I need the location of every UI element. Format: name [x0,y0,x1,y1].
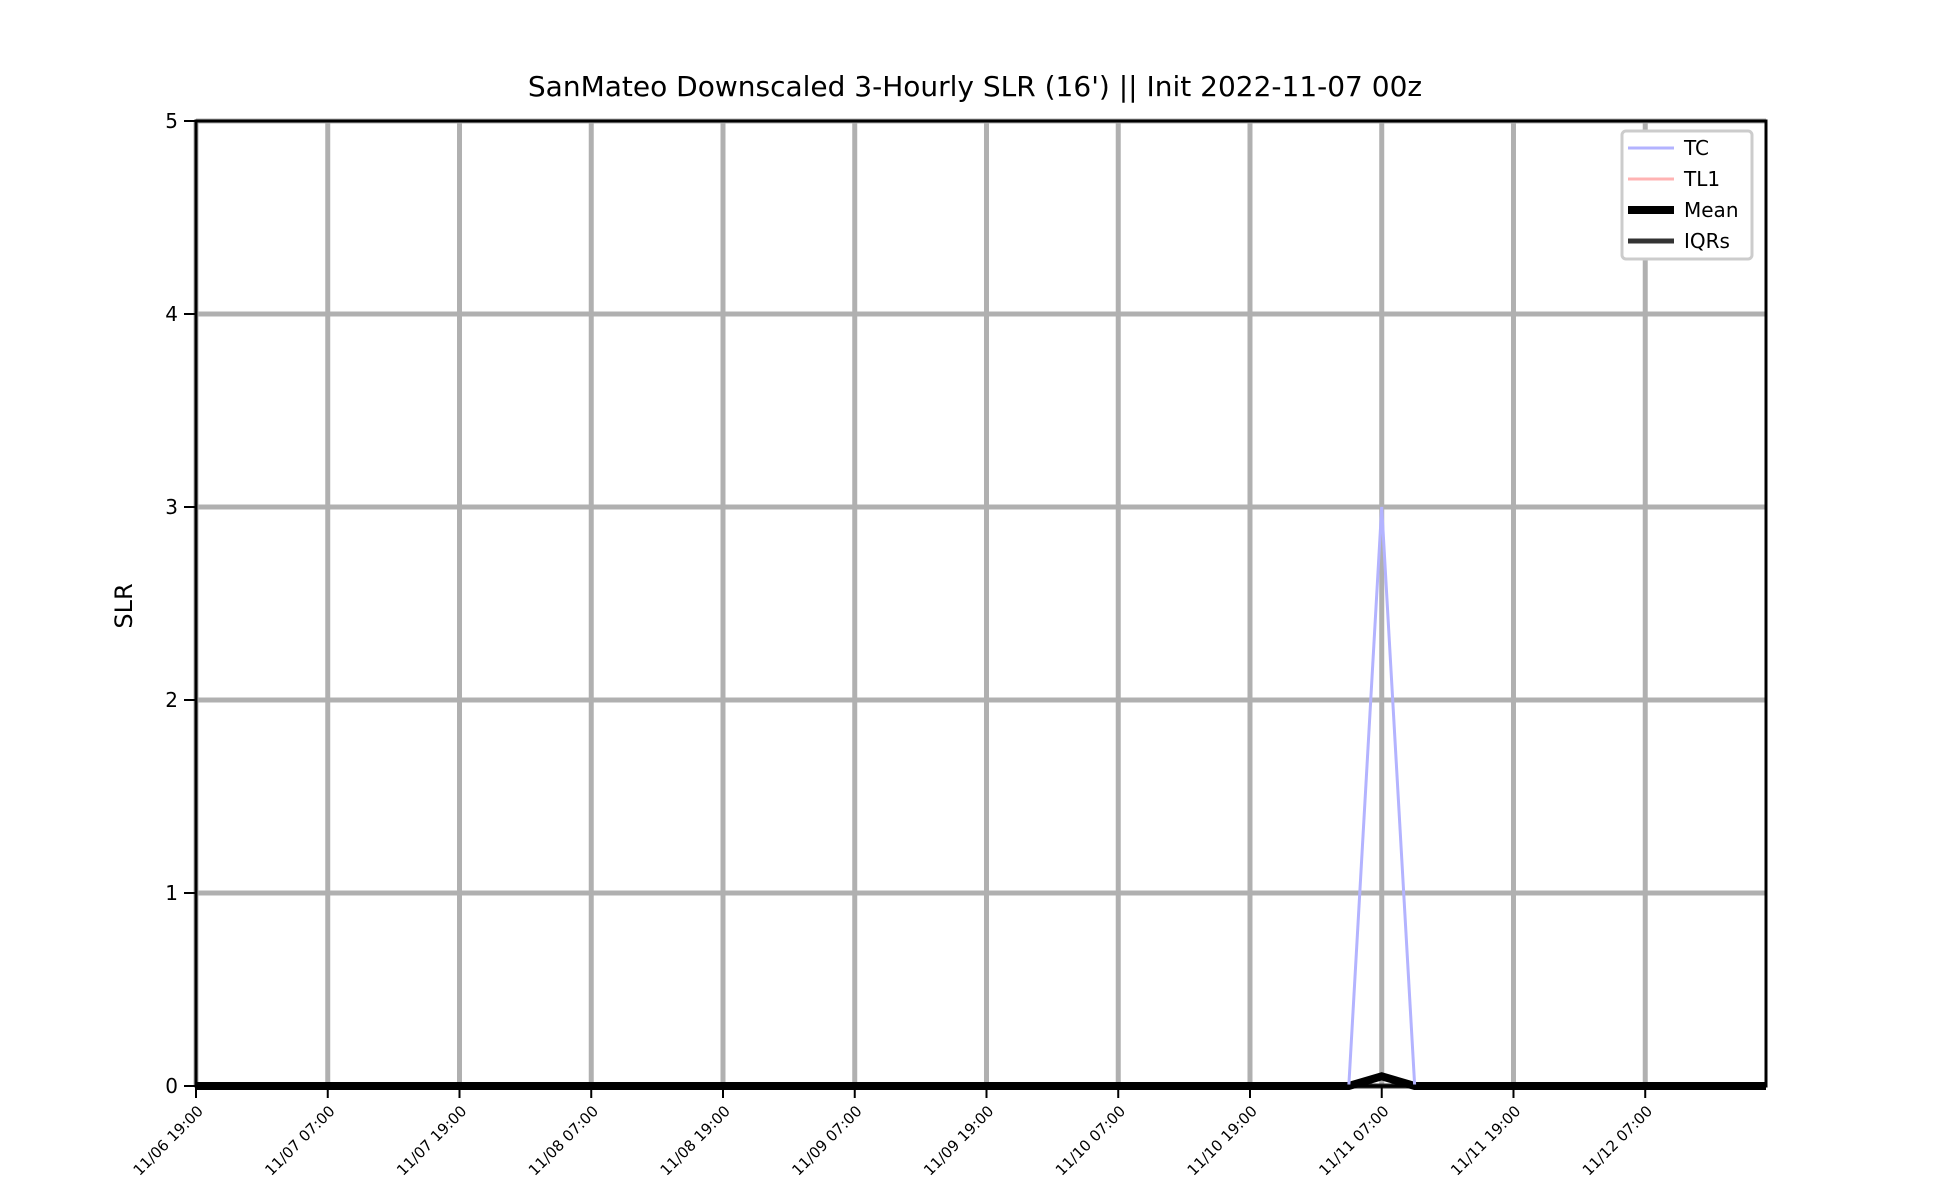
y-tick-label: 3 [165,495,178,519]
x-tick-label: 11/08 19:00 [657,1102,734,1179]
x-tick-label: 11/11 07:00 [1315,1102,1392,1179]
chart-title: SanMateo Downscaled 3-Hourly SLR (16') |… [528,70,1422,103]
x-tick-label: 11/07 07:00 [261,1102,338,1179]
y-tick-label: 2 [165,688,178,712]
x-tick-label: 11/10 19:00 [1184,1102,1261,1179]
y-tick-label: 0 [165,1074,178,1098]
legend-box [1620,129,1754,261]
legend: TC TL1 Mean IQRs [1620,129,1754,261]
x-tick-label: 11/07 19:00 [393,1102,470,1179]
x-tick-label: 11/06 19:00 [130,1102,207,1179]
legend-label-mean: Mean [1684,198,1739,222]
y-axis-label: SLR [110,583,138,628]
x-axis: 11/06 19:00 11/07 07:00 11/07 19:00 11/08 0… [130,1086,1656,1179]
x-tick-label: 11/11 19:00 [1447,1102,1524,1179]
y-tick-label: 4 [165,302,178,326]
plot-frame [194,119,1768,1088]
legend-label-tc: TC [1683,136,1709,160]
series-line-tc [196,506,1766,1088]
x-tick-label: 11/09 19:00 [920,1102,997,1179]
legend-label-iqrs: IQRs [1684,229,1730,253]
plot-series [196,506,1766,1090]
y-tick-label: 5 [165,109,178,133]
x-tick-label: 11/10 07:00 [1052,1102,1129,1179]
grid [193,118,1766,1089]
x-tick-label: 11/12 07:00 [1579,1102,1656,1179]
y-axis: 0 1 2 3 4 5 [165,109,196,1098]
x-tick-label: 11/09 07:00 [788,1102,865,1179]
y-tick-label: 1 [165,881,178,905]
legend-label-tl1: TL1 [1683,167,1720,191]
x-tick-label: 11/08 07:00 [525,1102,602,1179]
